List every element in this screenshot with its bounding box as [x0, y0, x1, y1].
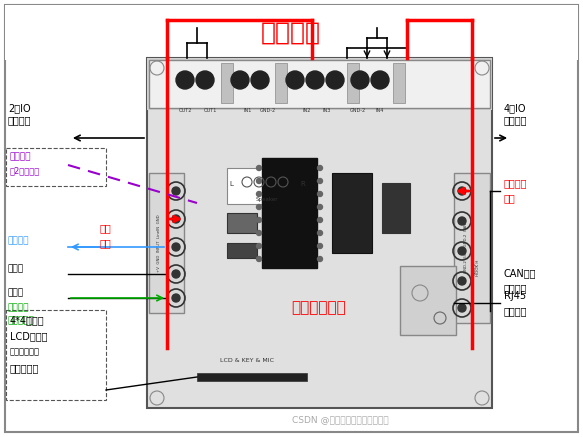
Text: LCD显示屏: LCD显示屏 [10, 331, 47, 341]
Circle shape [318, 178, 322, 184]
Circle shape [231, 71, 249, 89]
Circle shape [318, 191, 322, 197]
Circle shape [257, 191, 262, 197]
Bar [227, 213, 257, 233]
Circle shape [458, 304, 466, 312]
Circle shape [172, 187, 180, 195]
Bar [332, 173, 372, 253]
Circle shape [257, 218, 262, 222]
Text: 输出接口: 输出接口 [8, 115, 31, 125]
Bar [347, 63, 359, 103]
Text: Speaker: Speaker [256, 197, 278, 202]
Circle shape [172, 243, 180, 251]
Circle shape [458, 187, 466, 195]
Circle shape [318, 166, 322, 170]
Text: IN1: IN1 [244, 108, 252, 113]
Circle shape [251, 71, 269, 89]
Text: 4*4按键板: 4*4按键板 [10, 315, 45, 325]
Circle shape [318, 218, 322, 222]
Bar [147, 58, 492, 110]
Circle shape [257, 205, 262, 209]
Circle shape [286, 71, 304, 89]
Bar [149, 173, 184, 313]
Text: 音频输入: 音频输入 [8, 304, 30, 312]
Text: IN3: IN3 [323, 108, 331, 113]
Text: RJ45: RJ45 [504, 291, 526, 301]
Circle shape [172, 294, 180, 302]
Bar [5, 5, 578, 60]
Bar [147, 58, 492, 408]
Bar [393, 63, 405, 103]
Bar [221, 63, 233, 103]
Circle shape [458, 217, 466, 225]
Text: IN4: IN4 [376, 108, 384, 113]
Circle shape [176, 71, 194, 89]
Circle shape [257, 243, 262, 249]
Text: 数据接口: 数据接口 [504, 283, 528, 293]
Circle shape [371, 71, 389, 89]
Circle shape [257, 178, 262, 184]
Text: 电源: 电源 [504, 193, 516, 203]
Circle shape [326, 71, 344, 89]
Text: IN2: IN2 [303, 108, 311, 113]
Bar [6, 310, 106, 400]
Circle shape [318, 205, 322, 209]
Text: 喇叭接口: 喇叭接口 [10, 153, 31, 162]
Circle shape [172, 215, 180, 223]
Text: OUT2: OUT2 [178, 108, 192, 113]
Text: 电源: 电源 [100, 238, 112, 248]
Text: 4路IO: 4路IO [504, 103, 526, 113]
Circle shape [196, 71, 214, 89]
Circle shape [458, 247, 466, 255]
Text: 输入接口: 输入接口 [504, 115, 528, 125]
Bar [454, 173, 490, 323]
Circle shape [172, 270, 180, 278]
Text: GND-2  5V-2  GND-2  CAN: GND-2 5V-2 GND-2 CAN [464, 223, 468, 273]
Text: 接2路扬声器: 接2路扬声器 [10, 166, 40, 176]
Text: 音频地: 音频地 [8, 264, 24, 274]
Circle shape [257, 230, 262, 236]
Bar [262, 158, 317, 268]
Text: 网络接口: 网络接口 [504, 306, 528, 316]
Text: R: R [300, 181, 305, 187]
Text: 音频地: 音频地 [8, 288, 24, 298]
Text: 网络核心模块: 网络核心模块 [292, 301, 346, 316]
Text: L: L [229, 181, 233, 187]
Bar [227, 243, 257, 258]
Text: 对讲广播按键: 对讲广播按键 [10, 347, 40, 357]
Text: OUT1: OUT1 [203, 108, 217, 113]
Bar [149, 60, 490, 108]
Bar [227, 168, 307, 204]
FancyBboxPatch shape [5, 5, 578, 432]
Circle shape [318, 243, 322, 249]
Text: 音频输出: 音频输出 [8, 236, 30, 246]
Text: CSDN @深圳锐科达网络音频设备: CSDN @深圳锐科达网络音频设备 [292, 416, 388, 424]
Text: GND-2: GND-2 [350, 108, 366, 113]
Text: 本安电源: 本安电源 [261, 21, 321, 45]
Text: CAN控制: CAN控制 [504, 268, 536, 278]
Text: GND-2: GND-2 [260, 108, 276, 113]
Circle shape [257, 257, 262, 261]
Bar [382, 183, 410, 233]
Text: 备用本安: 备用本安 [504, 178, 528, 188]
Circle shape [351, 71, 369, 89]
Text: +V  GND  INPUT  LineIN  GND: +V GND INPUT LineIN GND [157, 214, 161, 272]
Text: CAN_L
HOOK H: CAN_L HOOK H [472, 260, 480, 276]
Bar [6, 148, 106, 186]
Circle shape [318, 230, 322, 236]
Text: 接扩音电话: 接扩音电话 [8, 316, 35, 326]
Circle shape [306, 71, 324, 89]
Text: 本安: 本安 [100, 223, 112, 233]
FancyBboxPatch shape [400, 266, 456, 335]
Text: LCD & KEY & MIC: LCD & KEY & MIC [220, 358, 274, 363]
Circle shape [458, 277, 466, 285]
Bar [275, 63, 287, 103]
Bar [197, 373, 307, 381]
Circle shape [318, 257, 322, 261]
Circle shape [257, 166, 262, 170]
Text: 2路IO: 2路IO [8, 103, 31, 113]
Text: 麦克风输入: 麦克风输入 [10, 363, 40, 373]
